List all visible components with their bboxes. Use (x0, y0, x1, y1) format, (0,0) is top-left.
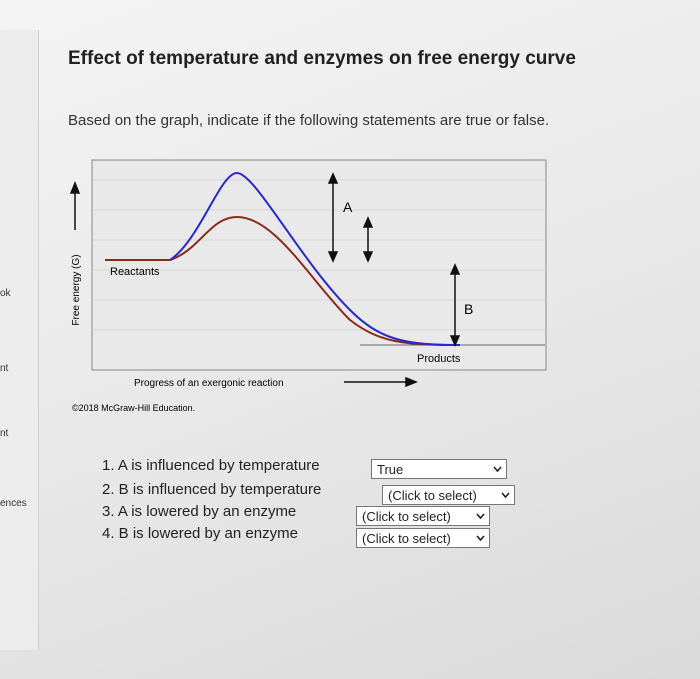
title: Effect of temperature and enzymes on fre… (68, 48, 576, 69)
dropdown-value: True (377, 462, 404, 477)
figure: A B Reactants Products Free energy (G) P… (69, 159, 547, 413)
sidebar-item[interactable]: ences (0, 498, 27, 509)
credit: ©2018 McGraw-Hill Education. (72, 403, 195, 413)
figure-grid (93, 179, 545, 331)
dropdown[interactable]: (Click to select) (356, 528, 490, 548)
question: 2. B is influenced by temperature (102, 481, 322, 498)
y-axis-label: Free energy (G) (71, 254, 82, 325)
dropdown-value: (Click to select) (362, 509, 451, 524)
chevron (493, 466, 502, 473)
chevron (476, 535, 485, 542)
label-a: A (343, 199, 353, 215)
dropdown-value: (Click to select) (362, 531, 451, 546)
products-label: Products (417, 353, 461, 365)
question: 3. A is lowered by an enzyme (102, 503, 297, 520)
dropdown[interactable]: (Click to select) (382, 485, 515, 505)
arrows (69, 172, 461, 388)
sidebar-item[interactable]: nt (0, 363, 9, 374)
reactants-label: Reactants (110, 266, 160, 278)
dropdown[interactable]: (Click to select) (356, 506, 490, 526)
chevron (501, 492, 510, 499)
sidebar: ok nt nt ences (0, 30, 39, 650)
question: 1. A is influenced by temperature (102, 457, 320, 474)
instructions: Based on the graph, indicate if the foll… (68, 112, 550, 129)
label-b: B (464, 301, 473, 317)
x-axis-label: Progress of an exergonic reaction (134, 378, 284, 389)
catalyzed-curve (105, 215, 461, 346)
dropdown-value: (Click to select) (388, 488, 477, 503)
uncatalyzed-curve (169, 171, 461, 346)
sidebar-item[interactable]: ok (0, 288, 11, 299)
question: 4. B is lowered by an enzyme (102, 525, 298, 542)
sidebar-item[interactable]: nt (0, 428, 9, 439)
figure-frame (91, 159, 547, 371)
dropdown[interactable]: True (371, 459, 507, 479)
chevron (476, 513, 485, 520)
